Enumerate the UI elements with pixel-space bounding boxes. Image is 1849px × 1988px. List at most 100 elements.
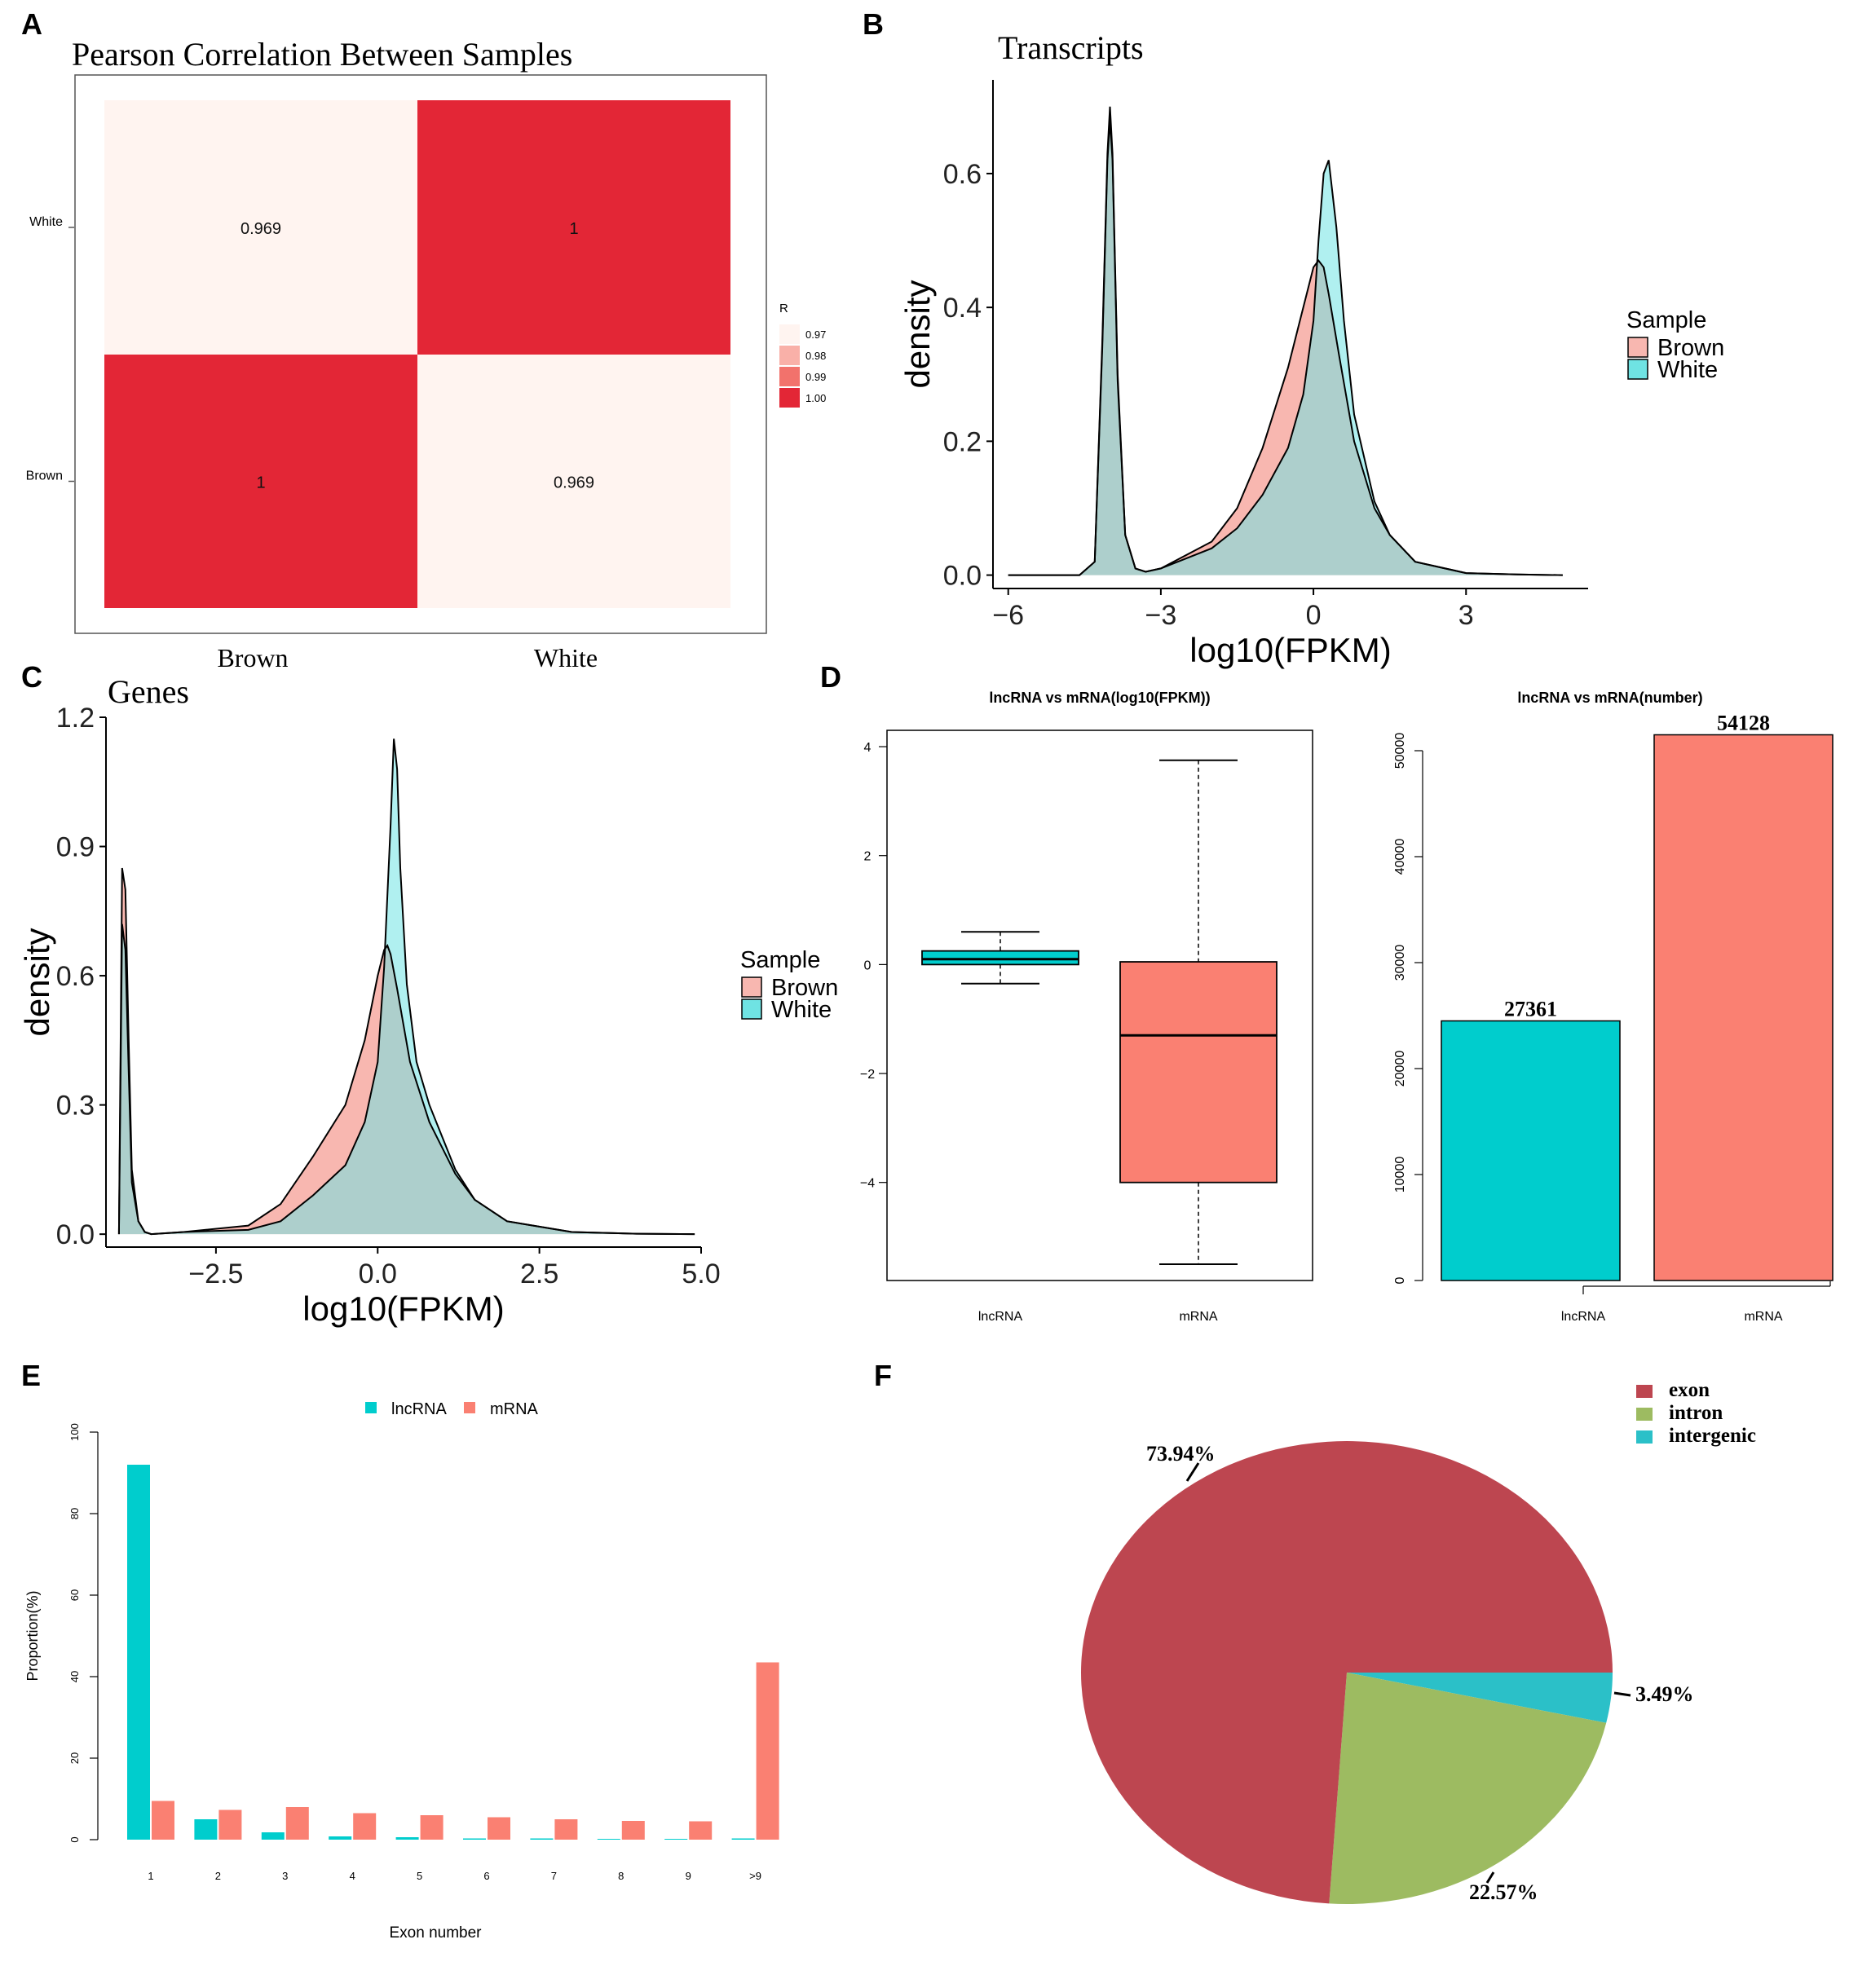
y-tick-label: 0.0: [943, 561, 982, 592]
bar-lncrna: [127, 1465, 150, 1840]
bar-lncrna: [530, 1838, 554, 1840]
x-tick-label: >9: [749, 1870, 761, 1882]
panel-label-d: D: [820, 660, 841, 694]
bar-lncrna: [1441, 1020, 1621, 1281]
panel-label-a: A: [21, 7, 42, 41]
legend-label: White: [771, 997, 832, 1023]
x-tick-label: 3: [1458, 600, 1474, 631]
box-mrna: [1119, 961, 1278, 1184]
x-tick-label: lncRNA: [1561, 1310, 1606, 1324]
panel-label-e: E: [21, 1359, 41, 1392]
heatmap-frame: [74, 74, 767, 634]
bar-lncrna: [597, 1839, 620, 1840]
x-tick-label: −3: [1145, 600, 1177, 631]
y-tick-label: 0: [864, 959, 872, 972]
legend-label: 0.98: [805, 350, 826, 362]
heatmap-cell: [417, 355, 730, 608]
bar-mrna: [218, 1809, 242, 1840]
y-tick-label: 80: [68, 1508, 81, 1519]
legend-swatch-exon: [1636, 1385, 1653, 1398]
x-tick-label: mRNA: [1744, 1310, 1782, 1324]
legend-swatch: [779, 324, 800, 344]
bar-lncrna: [329, 1836, 352, 1840]
x-tick-label: 5.0: [682, 1258, 720, 1289]
x-tick-label: 2: [215, 1870, 221, 1882]
box-lncrna: [921, 950, 1079, 966]
bar-lncrna: [261, 1832, 285, 1840]
legend-swatch: [779, 367, 800, 386]
heatmap-cell: [417, 100, 730, 355]
legend-swatch-white: [741, 998, 762, 1020]
bar-mrna: [353, 1813, 377, 1840]
legend-swatch-brown: [1627, 337, 1648, 358]
bar-mrna: [554, 1819, 578, 1840]
panel-a: A Pearson Correlation Between Samples 0.…: [21, 7, 826, 672]
x-tick-label: 0.0: [359, 1258, 397, 1289]
x-tick-label: 3: [282, 1870, 288, 1882]
y-tick-label: 100: [68, 1423, 81, 1441]
y-tick-label: 0.6: [943, 159, 982, 190]
y-tick-label: 40: [68, 1671, 81, 1682]
density-line-white: [1008, 120, 1563, 576]
barplot-number: lncRNA vs mRNA(number) 0 10000 20000 30000 40…: [1393, 690, 1834, 1324]
panel-c: C Genes 0.0 0.3 0.6 0.9 1.2 −2.5 0.0 2.5 5.0 log10…: [18, 660, 838, 1328]
exon-number-barplot: lncRNA mRNA 0 20 40 60 80 100 Proportion(%) 1 2 3 4 5…: [24, 1400, 779, 1942]
y-tick-label: 1.2: [56, 703, 95, 734]
bar-lncrna: [395, 1837, 419, 1840]
x-tick-label: −6: [992, 600, 1024, 631]
bar-mrna: [285, 1807, 309, 1840]
x-tick-label: 1: [148, 1870, 153, 1882]
heatmap-legend: R 0.97 0.98 0.99 1.00: [779, 302, 826, 408]
bar-mrna: [152, 1801, 174, 1840]
panel-d: D lncRNA vs mRNA(log10(FPKM))420−2−4lncR…: [820, 660, 1834, 1324]
y-tick-label: 0.9: [56, 832, 95, 863]
density-line-white: [117, 738, 695, 1236]
y-tick-label: 0.3: [56, 1091, 95, 1122]
bar-value-label: 27361: [1504, 998, 1557, 1021]
density-plot-genes: Genes 0.0 0.3 0.6 0.9 1.2 −2.5 0.0 2.5 5.0 log10(F…: [18, 673, 838, 1328]
boxplot-fpkm: lncRNA vs mRNA(log10(FPKM)) 4 2 0 −2 −4 lncRNA…: [860, 690, 1313, 1324]
x-tick-label: 8: [618, 1870, 624, 1882]
legend-label: intron: [1669, 1402, 1723, 1424]
legend-label: 0.99: [805, 371, 826, 383]
density-plot-transcripts: Transcripts 0.0 0.2 0.4 0.6 −6 −3 0 3 log10(FPKM)…: [898, 29, 1724, 669]
panel-label-b: B: [863, 7, 884, 41]
y-tick-label: 0.4: [943, 293, 982, 324]
heatmap-x-label: Brown: [217, 643, 288, 672]
y-tick-label: 20: [68, 1752, 81, 1764]
x-tick-label: lncRNA: [978, 1310, 1023, 1324]
y-tick-label: 0: [1393, 1276, 1407, 1284]
panel-b: B Transcripts 0.0 0.2 0.4 0.6 −6 −3 0 3 log10(FPK…: [863, 7, 1724, 669]
legend-swatch: [779, 388, 800, 408]
legend-swatch-brown: [741, 976, 762, 998]
y-tick-label: 0.2: [943, 426, 982, 457]
panel-e: E lncRNA mRNA 0 20 40 60 80 100 Proportion(%) 1 2 3…: [21, 1359, 779, 1942]
y-tick-label: 0.0: [56, 1219, 95, 1250]
y-tick-label: 4: [864, 741, 872, 755]
y-tick-label: 40000: [1393, 839, 1407, 875]
y-tick-label: 50000: [1393, 733, 1407, 769]
heatmap-cell-value: 0.969: [241, 220, 281, 238]
pie-label-intergenic: 3.49%: [1635, 1682, 1694, 1706]
y-tick-label: 60: [68, 1589, 81, 1601]
heatmap-cell-value: 1: [256, 474, 265, 492]
plot-title: Genes: [108, 673, 189, 710]
legend-swatch-mrna: [464, 1402, 475, 1413]
legend-swatch-intergenic: [1636, 1430, 1653, 1444]
legend-swatch-white: [1627, 359, 1648, 380]
y-axis-title: density: [898, 280, 937, 388]
y-axis-title: Proportion(%): [24, 1590, 41, 1681]
legend-label: Brown: [771, 975, 838, 1001]
legend-label: mRNA: [490, 1400, 539, 1418]
x-tick-label: 9: [686, 1870, 691, 1882]
heatmap-y-label: White: [29, 215, 63, 229]
x-tick-label: 6: [483, 1870, 489, 1882]
legend-label: 0.97: [805, 328, 826, 341]
plot-title: lncRNA vs mRNA(number): [1517, 690, 1702, 706]
legend-swatch-lncrna: [365, 1402, 377, 1413]
legend-label: intergenic: [1669, 1425, 1756, 1447]
x-tick-label: mRNA: [1179, 1310, 1217, 1324]
